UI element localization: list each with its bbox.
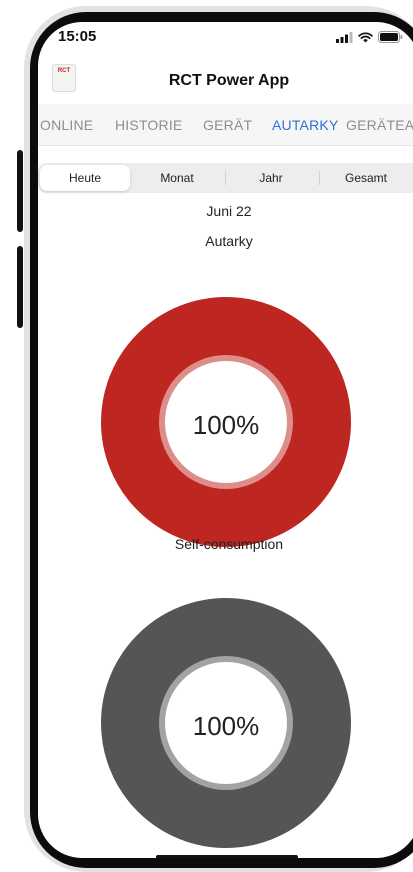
cellular-signal-icon (336, 31, 353, 43)
autarky-title: Autarky (205, 233, 253, 249)
segment-jahr[interactable]: Jahr (259, 171, 283, 185)
autarky-donut-arc (101, 297, 351, 547)
volume-down-button (17, 246, 23, 328)
volume-up-button (17, 150, 23, 232)
autarky-donut-hole (165, 361, 287, 483)
segment-divider (319, 171, 320, 185)
screen: 15:05 RCT RCT Power App (38, 22, 413, 858)
tab-geraetea[interactable]: GERÄTEA... (346, 117, 413, 133)
status-icons (336, 31, 403, 43)
segment-divider (225, 171, 226, 185)
autarky-donut-chart: 100% (101, 297, 351, 547)
tab-historie[interactable]: HISTORIE (115, 117, 183, 133)
autarky-value: 100% (193, 410, 260, 440)
status-bar: 15:05 (38, 22, 413, 52)
battery-icon (378, 31, 403, 43)
segment-gesamt[interactable]: Gesamt (344, 171, 387, 185)
tab-autarky[interactable]: AUTARKY (272, 117, 339, 133)
segment-heute[interactable]: Heute (40, 165, 130, 191)
self-consumption-donut-arc (101, 598, 351, 848)
app-header: RCT RCT Power App (38, 58, 413, 104)
app-logo[interactable]: RCT (52, 64, 76, 92)
home-indicator[interactable] (156, 855, 298, 858)
period-label: Juni 22 (206, 203, 252, 219)
segment-monat[interactable]: Monat (160, 171, 194, 185)
app-title: RCT Power App (168, 72, 290, 89)
tab-bar: ONLINE HISTORIE GERÄT AUTARKY GERÄTEA... (38, 104, 413, 146)
self-consumption-value: 100% (193, 711, 260, 741)
self-consumption-title: Self-consumption (174, 536, 284, 552)
tab-geraet[interactable]: GERÄT (203, 117, 253, 133)
wifi-icon (358, 31, 373, 42)
self-consumption-donut-chart: 100% (101, 598, 351, 848)
tab-online[interactable]: ONLINE (40, 117, 94, 133)
period-segmented-control: Heute Monat Jahr Gesamt (38, 163, 413, 193)
app-logo-text: RCT (57, 68, 71, 74)
self-consumption-donut-hole (165, 662, 287, 784)
status-time: 15:05 (58, 28, 97, 45)
